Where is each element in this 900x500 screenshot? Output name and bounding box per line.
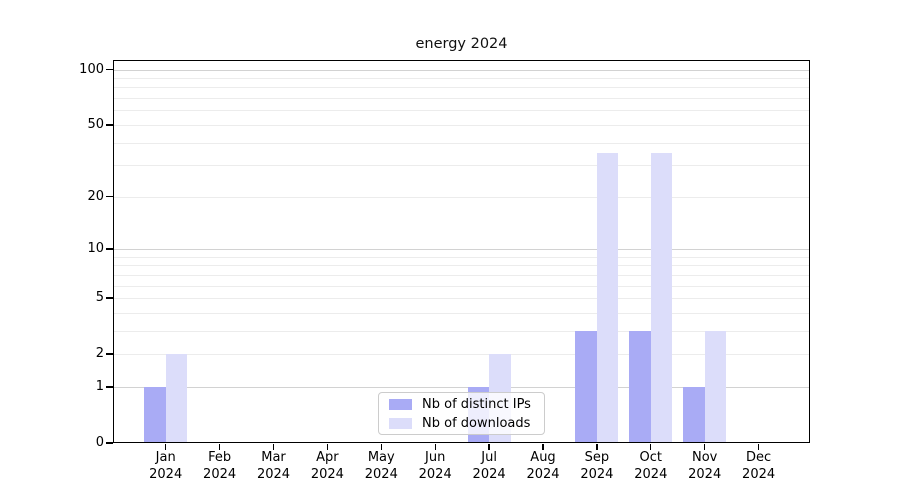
legend-label: Nb of downloads — [422, 415, 531, 431]
legend-row: Nb of downloads — [389, 416, 538, 431]
x-tick-label: Apr 2024 — [310, 450, 344, 482]
minor-gridline — [114, 98, 809, 100]
y-tick-mark — [105, 248, 113, 250]
x-tick-mark — [326, 443, 329, 450]
bar-downloads — [650, 153, 673, 443]
x-tick-mark — [165, 443, 167, 450]
bar-downloads — [165, 354, 188, 443]
y-tick-mark — [105, 353, 113, 355]
x-tick-mark — [272, 443, 275, 450]
minor-gridline — [114, 87, 809, 89]
y-tick-mark — [105, 124, 113, 126]
y-tick-mark — [105, 442, 113, 444]
x-tick-label: Mar 2024 — [256, 450, 291, 482]
minor-gridline — [114, 312, 809, 314]
minor-gridline — [114, 285, 809, 287]
x-tick-mark — [218, 443, 221, 450]
y-tick-label: 50 — [87, 116, 104, 132]
y-tick-mark — [105, 386, 113, 388]
major-gridline — [114, 69, 809, 71]
legend: Nb of distinct IPs Nb of downloads — [378, 392, 545, 435]
bar-downloads — [704, 330, 727, 443]
x-tick-label: Oct 2024 — [634, 450, 668, 482]
x-tick-label: Feb 2024 — [203, 450, 237, 482]
x-tick-label: Jul 2024 — [472, 450, 506, 482]
minor-gridline — [114, 165, 809, 167]
x-tick-mark — [650, 443, 652, 450]
y-tick-mark — [105, 68, 113, 71]
major-gridline — [114, 249, 809, 250]
x-tick-mark — [542, 443, 544, 450]
bar-distinct-ips — [683, 386, 705, 443]
legend-row: Nb of distinct IPs — [389, 397, 538, 412]
bar-distinct-ips — [575, 330, 597, 443]
minor-gridline — [114, 110, 809, 112]
x-tick-mark — [596, 443, 598, 450]
legend-swatch-distinct-ips — [389, 398, 412, 410]
minor-gridline — [114, 78, 809, 80]
legend-label: Nb of distinct IPs — [422, 396, 531, 412]
minor-gridline — [114, 265, 809, 267]
minor-gridline — [114, 274, 809, 276]
x-tick-mark — [488, 443, 490, 450]
y-tick-label: 5 — [95, 290, 104, 306]
major-gridline — [114, 386, 809, 388]
x-tick-label: May 2024 — [364, 450, 398, 482]
bar-downloads — [596, 153, 619, 443]
minor-gridline — [114, 256, 809, 258]
legend-swatch-downloads — [389, 417, 412, 429]
x-tick-label: Nov 2024 — [688, 450, 722, 482]
y-tick-label: 10 — [87, 241, 104, 256]
minor-gridline — [114, 124, 809, 126]
bar-distinct-ips — [144, 386, 166, 443]
x-tick-label: Jan 2024 — [149, 450, 183, 482]
y-tick-mark — [105, 195, 113, 198]
minor-gridline — [114, 142, 809, 144]
minor-gridline — [114, 330, 809, 332]
x-tick-label: Aug 2024 — [526, 450, 560, 482]
chart-title: energy 2024 — [415, 36, 508, 52]
x-tick-label: Dec 2024 — [742, 450, 776, 482]
y-tick-mark — [105, 297, 113, 299]
x-tick-mark — [757, 443, 760, 450]
minor-gridline — [114, 298, 809, 300]
x-tick-label: Sep 2024 — [580, 450, 614, 482]
minor-gridline — [114, 196, 809, 198]
y-tick-label: 0 — [95, 435, 104, 450]
x-tick-mark — [434, 443, 436, 450]
x-tick-mark — [380, 443, 382, 450]
x-tick-label: Jun 2024 — [418, 450, 452, 482]
bar-distinct-ips — [629, 330, 651, 443]
y-tick-label: 20 — [87, 188, 104, 204]
y-tick-label: 1 — [95, 378, 104, 394]
minor-gridline — [114, 354, 809, 356]
x-tick-mark — [704, 443, 706, 450]
y-tick-label: 2 — [95, 346, 104, 362]
y-tick-label: 100 — [79, 61, 104, 77]
